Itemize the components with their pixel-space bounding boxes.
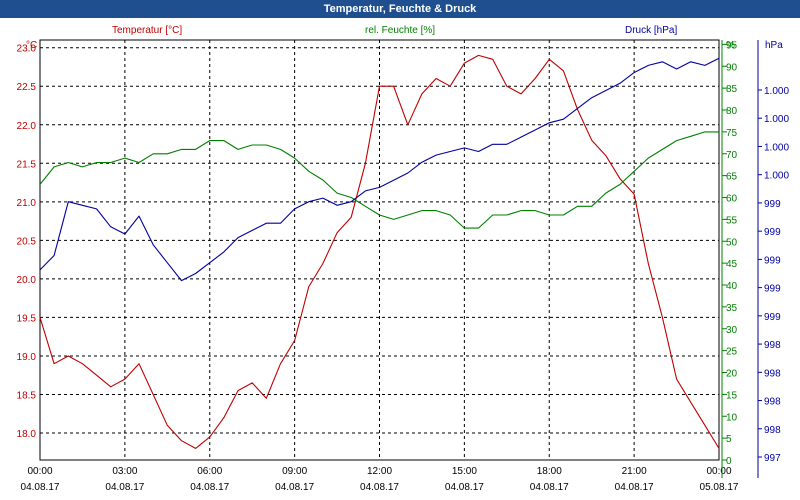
humidity-tick-label: 60 <box>726 194 738 205</box>
humidity-tick-label: 90 <box>726 62 738 73</box>
x-tick-date: 04.08.17 <box>105 482 144 493</box>
series-line-pressure <box>39 57 720 282</box>
series-line-humidity <box>39 131 719 229</box>
y-label-pressure-unit: hPa <box>765 40 783 51</box>
x-tick-time: 06:00 <box>197 466 222 477</box>
temperature-tick-label: 20.0 <box>17 275 37 286</box>
temperature-tick-label: 21.5 <box>17 159 37 170</box>
humidity-tick-label: 70 <box>726 150 738 161</box>
pressure-tick-label: 1.000 <box>764 86 789 97</box>
pressure-tick-label: 998 <box>764 368 781 379</box>
pressure-tick-label: 999 <box>764 284 781 295</box>
x-tick-date: 04.08.17 <box>360 482 399 493</box>
temperature-tick-label: 21.0 <box>17 198 37 209</box>
humidity-tick-label: 80 <box>726 106 738 117</box>
humidity-tick-label: 10 <box>726 412 738 423</box>
x-tick-time: 09:00 <box>282 466 307 477</box>
pressure-tick-label: 1.000 <box>764 114 789 125</box>
humidity-tick-label: 40 <box>726 281 738 292</box>
temperature-tick-label: 18.0 <box>17 429 37 440</box>
x-tick-time: 21:00 <box>622 466 647 477</box>
legend-temperature: Temperatur [°C] <box>112 25 182 36</box>
temperature-tick-label: 20.5 <box>17 236 37 247</box>
x-tick-date: 04.08.17 <box>275 482 314 493</box>
humidity-tick-label: 20 <box>726 369 738 380</box>
x-tick-date: 04.08.17 <box>530 482 569 493</box>
x-tick-date: 04.08.17 <box>445 482 484 493</box>
temperature-axis: 23.0 22.5 22.0 21.5 21.0 20.5 20.0 19.5 19.0 18.5… <box>17 44 37 440</box>
chart-title: Temperatur, Feuchte & Druck <box>0 0 800 18</box>
temperature-tick-label: 22.0 <box>17 121 37 132</box>
temperature-tick-label: 18.5 <box>17 390 37 401</box>
pressure-tick-label: 998 <box>764 425 781 436</box>
x-tick-time: 00:00 <box>27 466 52 477</box>
pressure-tick-label: 998 <box>764 340 781 351</box>
x-tick-date: 04.08.17 <box>21 482 60 493</box>
x-axis: 00:00 04.08.17 03:00 04.08.17 06:00 04.08.17 0… <box>21 466 739 493</box>
y-label-temperature-unit: °C <box>26 40 37 51</box>
legend-pressure: Druck [hPa] <box>625 25 677 36</box>
humidity-tick-label: 65 <box>726 172 738 183</box>
legend-humidity: rel. Feuchte [%] <box>365 25 435 36</box>
humidity-tick-label: 5 <box>726 434 732 445</box>
humidity-tick-label: 50 <box>726 237 738 248</box>
humidity-tick-label: 95 <box>726 40 738 51</box>
series-line-temperature <box>39 54 720 449</box>
humidity-tick-label: 30 <box>726 325 738 336</box>
pressure-tick-label: 1.000 <box>764 142 789 153</box>
humidity-tick-label: 15 <box>726 390 738 401</box>
x-tick-date: 04.08.17 <box>190 482 229 493</box>
x-tick-date: 04.08.17 <box>615 482 654 493</box>
x-tick-date: 05.08.17 <box>700 482 739 493</box>
pressure-tick-label: 998 <box>764 397 781 408</box>
pressure-tick-label: 999 <box>764 227 781 238</box>
x-tick-time: 00:00 <box>706 466 731 477</box>
pressure-tick-label: 1.000 <box>764 171 789 182</box>
temperature-tick-label: 23.0 <box>17 44 37 55</box>
temperature-tick-label: 19.5 <box>17 313 37 324</box>
humidity-tick-label: 75 <box>726 128 738 139</box>
pressure-tick-label: 999 <box>764 312 781 323</box>
temperature-tick-label: 19.0 <box>17 352 37 363</box>
pressure-axis: 1.000 1.000 1.000 1.000 999 999 999 999 999 998 99… <box>758 86 789 464</box>
pressure-tick-label: 997 <box>764 453 781 464</box>
humidity-tick-label: 35 <box>726 303 738 314</box>
humidity-tick-label: 45 <box>726 259 738 270</box>
x-tick-time: 12:00 <box>367 466 392 477</box>
humidity-tick-label: 55 <box>726 215 738 226</box>
grid-lines <box>40 40 719 460</box>
humidity-tick-label: 85 <box>726 84 738 95</box>
x-tick-time: 15:00 <box>452 466 477 477</box>
pressure-tick-label: 999 <box>764 199 781 210</box>
pressure-tick-label: 999 <box>764 255 781 266</box>
chart-area: °C % hPa Temperatur [°C] rel. Feuchte [%… <box>17 25 790 493</box>
series-layer <box>39 54 720 449</box>
x-tick-time: 18:00 <box>537 466 562 477</box>
humidity-tick-label: 0 <box>726 456 732 467</box>
y-label-humidity-unit: % <box>726 40 735 51</box>
x-tick-time: 03:00 <box>112 466 137 477</box>
temperature-tick-label: 22.5 <box>17 82 37 93</box>
humidity-tick-label: 25 <box>726 347 738 358</box>
